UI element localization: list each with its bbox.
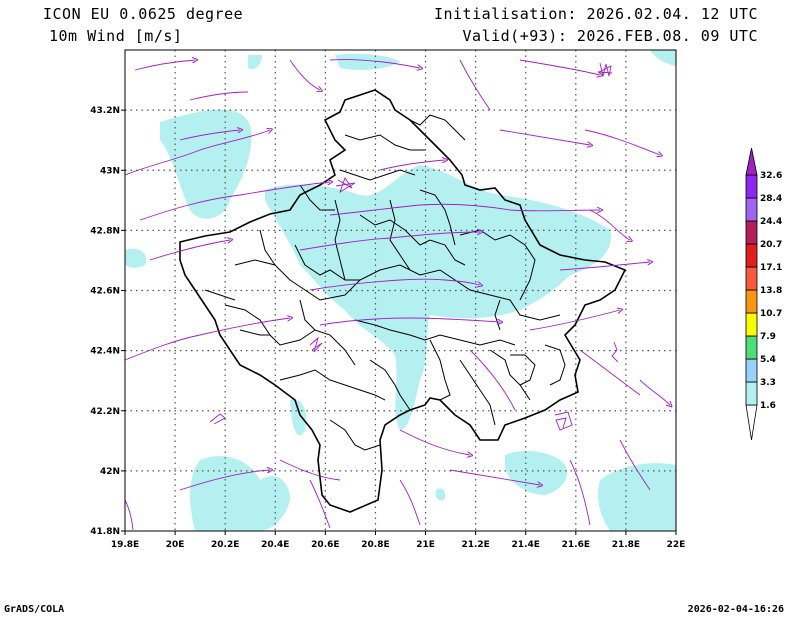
y-tick-label: 42.4N — [90, 347, 120, 357]
legend-level-label: 28.4 — [760, 194, 782, 204]
latitude-tick-labels: 43.2N 43N 42.8N 42.6N 42.4N 42.2N 42N 41.8N — [90, 106, 125, 537]
variable-title: 10m Wind [m/s] — [49, 27, 183, 45]
longitude-tick-labels: 19.8E 20E 20.2E 20.4E 20.6E 20.8E 21E 21.2E 21.4… — [111, 531, 686, 550]
municipal-borders — [204, 114, 566, 451]
y-tick-label: 42.6N — [90, 287, 120, 297]
x-tick-label: 21E — [416, 540, 435, 550]
model-title: ICON EU 0.0625 degree — [43, 5, 244, 23]
x-tick-label: 20E — [166, 540, 185, 550]
y-tick-label: 42.8N — [90, 226, 120, 236]
x-tick-label: 21.2E — [461, 540, 489, 550]
legend-level-label: 32.6 — [760, 171, 782, 181]
wind-streamlines — [125, 59, 670, 531]
y-tick-label: 42N — [100, 467, 120, 477]
legend-swatch — [745, 404, 758, 441]
legend-level-label: 3.3 — [760, 378, 776, 388]
y-tick-label: 41.8N — [90, 527, 120, 537]
colorbar-legend: 1.6 3.3 5.4 7.9 10.7 13.8 17.1 20.7 24.4 28.4 32.6 — [745, 147, 782, 441]
legend-swatch — [745, 312, 758, 337]
y-tick-label: 42.2N — [90, 407, 120, 417]
legend-swatch — [745, 358, 758, 383]
legend-level-label: 13.8 — [760, 286, 782, 296]
software-credit: GrADS/COLA — [4, 604, 65, 615]
x-tick-label: 21.4E — [512, 540, 540, 550]
legend-swatch — [745, 266, 758, 291]
x-tick-label: 21.6E — [562, 540, 590, 550]
render-timestamp: 2026-02-04-16:26 — [687, 604, 784, 615]
legend-level-label: 17.1 — [760, 263, 782, 273]
y-tick-label: 43N — [100, 166, 120, 176]
legend-level-label: 10.7 — [760, 309, 782, 319]
legend-swatch — [745, 220, 758, 245]
x-tick-label: 20.8E — [361, 540, 389, 550]
legend-swatch — [745, 197, 758, 222]
x-tick-label: 19.8E — [111, 540, 139, 550]
legend-level-label: 7.9 — [760, 332, 776, 342]
legend-swatch — [745, 289, 758, 314]
init-time: Initialisation: 2026.02.04. 12 UTC — [433, 5, 758, 23]
country-borders — [179, 89, 627, 513]
legend-level-label: 1.6 — [760, 401, 776, 411]
y-tick-label: 43.2N — [90, 106, 120, 116]
legend-swatch — [745, 381, 758, 406]
legend-swatch — [745, 147, 758, 176]
valid-time: Valid(+93): 2026.FEB.08. 09 UTC — [462, 27, 758, 45]
legend-swatch — [745, 174, 758, 199]
legend-level-label: 5.4 — [760, 355, 776, 365]
x-tick-label: 20.6E — [311, 540, 339, 550]
x-tick-label: 20.2E — [211, 540, 239, 550]
x-tick-label: 20.4E — [261, 540, 289, 550]
legend-level-label: 20.7 — [760, 240, 782, 250]
legend-swatch — [745, 243, 758, 268]
x-tick-label: 22E — [667, 540, 686, 550]
wind-map: 19.8E 20E 20.2E 20.4E 20.6E 20.8E 21E 21.2E 21.4… — [90, 49, 782, 550]
calm-wind-loops — [209, 62, 619, 431]
legend-level-label: 24.4 — [760, 217, 782, 227]
x-tick-label: 21.8E — [612, 540, 640, 550]
legend-swatch — [745, 335, 758, 360]
